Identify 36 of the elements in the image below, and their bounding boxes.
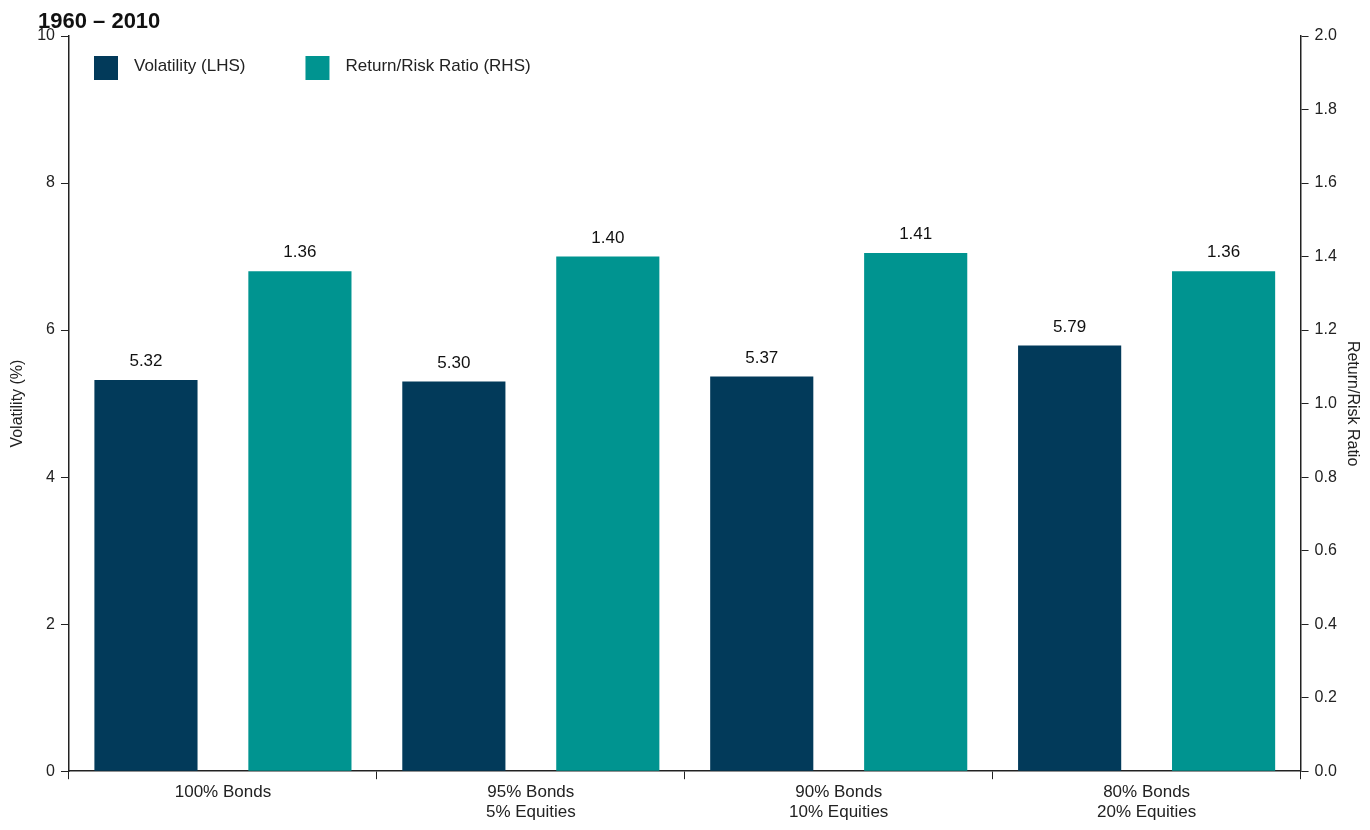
y2-tick-label: 1.4: [1314, 246, 1337, 264]
x-tick-label: 95% Bonds 5% Equities: [485, 782, 576, 822]
y2-tick-label: 0.6: [1314, 541, 1337, 559]
bar: [94, 380, 198, 771]
y2-tick-label: 1.8: [1314, 99, 1337, 117]
bar: [1018, 345, 1122, 771]
y-tick-label: 8: [46, 173, 56, 191]
y2-tick-label: 1.0: [1314, 394, 1337, 412]
legend-label: Volatility (LHS): [134, 55, 246, 75]
data-label: 5.79: [1053, 316, 1087, 336]
y-tick-label: 0: [46, 761, 56, 779]
y2-tick-label: 1.6: [1314, 173, 1337, 191]
data-label: 5.32: [129, 351, 163, 371]
y2-tick-label: 1.2: [1314, 320, 1337, 338]
y-axis-title: Volatility (%): [8, 359, 26, 448]
data-label: 1.36: [283, 242, 317, 262]
y-tick-label: 6: [46, 320, 56, 338]
y2-tick-label: 0.8: [1314, 467, 1337, 485]
bar: [710, 376, 814, 771]
y2-tick-label: 0.2: [1314, 688, 1337, 706]
data-label: 1.36: [1207, 242, 1241, 262]
data-label: 5.37: [745, 347, 779, 367]
legend-label: Return/Risk Ratio (RHS): [345, 55, 531, 75]
y-tick-label: 4: [46, 467, 56, 485]
data-label: 1.40: [591, 227, 625, 247]
y2-tick-label: 0.0: [1314, 761, 1337, 779]
x-tick-label: 100% Bonds: [174, 782, 272, 802]
y-tick-label: 2: [46, 614, 56, 632]
bar: [402, 381, 506, 771]
y2-tick-label: 0.4: [1314, 614, 1337, 632]
data-label: 1.41: [899, 224, 933, 244]
y2-axis-title: Return/Risk Ratio: [1344, 340, 1362, 467]
x-tick-label: 80% Bonds 20% Equities: [1097, 782, 1197, 822]
data-label: 5.30: [437, 352, 471, 372]
y2-tick-label: 2.0: [1314, 26, 1337, 44]
x-tick-label: 90% Bonds 10% Equities: [789, 782, 889, 822]
